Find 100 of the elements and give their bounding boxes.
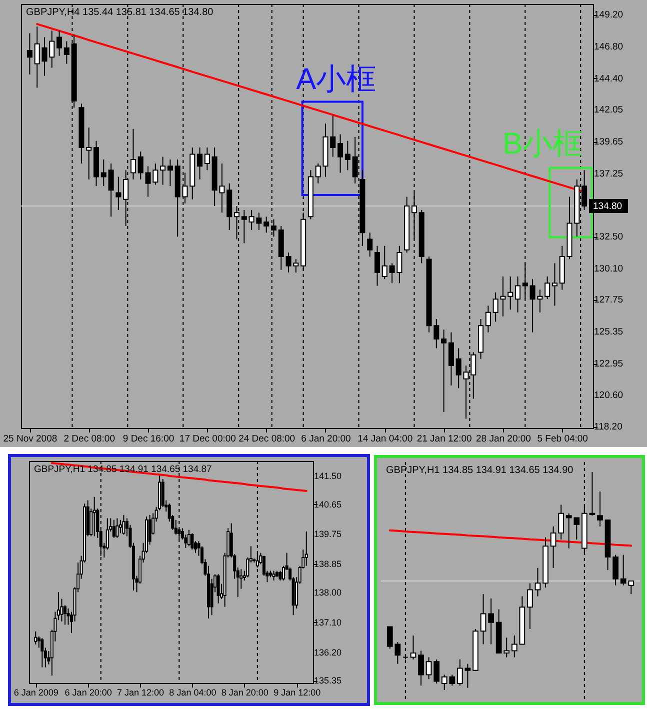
candlestick	[49, 30, 55, 68]
candlestick	[514, 276, 521, 313]
x-tick-label: 9 Dec 16:00	[122, 434, 174, 444]
candlestick	[612, 554, 618, 586]
x-tick-label: 8 Jan 04:00	[169, 688, 216, 698]
x-tick-label: 28 Jan 20:00	[476, 434, 531, 444]
candlestick	[100, 159, 106, 187]
candlestick	[160, 156, 166, 186]
candlestick	[197, 147, 203, 180]
x-tick-label: 9 Jan 12:00	[274, 688, 321, 698]
candlestick	[552, 262, 558, 306]
y-tick-label: 125.35	[594, 326, 624, 338]
y-tick-label: 139.65	[594, 136, 624, 148]
candlestick	[138, 151, 144, 180]
x-tick-label: 6 Jan 20:00	[301, 434, 351, 444]
candlestick	[26, 32, 32, 75]
y-tick-label: 139.75	[314, 529, 342, 540]
candlestick	[544, 276, 550, 300]
candlestick	[130, 128, 136, 180]
candlestick	[550, 526, 556, 568]
y-tick-label: 140.65	[314, 499, 342, 510]
candlestick	[116, 518, 119, 538]
x-tick-label: 6 Jan 2009	[14, 688, 58, 698]
y-tick-label: 136.20	[314, 647, 342, 658]
y-tick-label: 132.50	[594, 232, 624, 243]
candlestick	[112, 519, 116, 538]
candlestick	[63, 604, 66, 626]
candlestick	[589, 472, 596, 516]
y-tick-label: 149.20	[594, 10, 624, 21]
candlestick	[204, 147, 210, 171]
x-tick-label: 25 Nov 2008	[3, 434, 58, 444]
candlestick	[441, 329, 447, 413]
y-tick-label: 135.35	[314, 676, 342, 686]
candlestick	[338, 134, 344, 174]
candlestick	[367, 232, 373, 258]
y-tick-label: 137.10	[314, 617, 342, 628]
y-tick-label: 120.60	[594, 390, 624, 401]
candlestick	[330, 115, 336, 158]
candlestick	[56, 30, 62, 56]
x-tick-label: 17 Dec 00:00	[179, 434, 236, 444]
candlestick	[527, 582, 533, 630]
candlestick	[434, 658, 440, 684]
chart-title: GBPJPY,H1 134.85 134.91 134.65 134.90	[386, 465, 574, 476]
candlestick	[108, 163, 114, 218]
y-tick-label: 118.20	[594, 422, 622, 433]
ref-line-label: 134.80	[593, 201, 622, 212]
candlestick	[485, 305, 491, 333]
x-tick-label: 21 Jan 12:00	[416, 434, 472, 444]
y-tick-label: 138.00	[314, 587, 342, 598]
candlestick	[304, 531, 308, 566]
chart-title: GBPJPY,H4 135.44 135.81 134.65 134.80	[26, 7, 214, 18]
candlestick	[426, 656, 432, 680]
candlestick	[187, 529, 190, 547]
candlestick	[480, 594, 486, 645]
y-tick-label: 130.10	[594, 264, 624, 274]
candlestick	[34, 630, 38, 645]
candlestick	[272, 570, 276, 581]
y-tick-label: 137.25	[594, 168, 624, 180]
candlestick	[167, 159, 173, 187]
y-tick-label: 146.80	[594, 42, 624, 53]
y-tick-label: 141.50	[314, 470, 342, 481]
candlestick	[344, 140, 350, 171]
candlestick	[40, 638, 44, 668]
candlestick	[597, 491, 603, 527]
candlestick	[86, 127, 92, 180]
candlestick	[161, 478, 164, 508]
candlestick	[278, 570, 282, 581]
x-tick-label: 7 Jan 12:00	[116, 688, 164, 698]
candlestick	[558, 504, 564, 540]
candlestick	[374, 245, 380, 286]
candlestick	[216, 574, 220, 604]
y-tick-label: 122.95	[594, 358, 624, 370]
candlestick	[382, 245, 388, 280]
x-tick-label: 8 Jan 20:00	[221, 688, 268, 698]
y-tick-label: 127.75	[594, 294, 624, 306]
candlestick	[122, 514, 126, 536]
x-tick-label: 5 Feb 04:00	[537, 434, 588, 444]
x-tick-label: 2 Dec 08:00	[64, 434, 115, 444]
candlestick	[488, 598, 494, 645]
candlestick	[116, 176, 122, 211]
annotation: A小框	[296, 62, 376, 96]
candlestick	[456, 658, 463, 686]
candlestick	[190, 532, 194, 550]
x-tick-label: 24 Dec 08:00	[238, 434, 296, 444]
candlestick	[464, 663, 471, 688]
candlestick	[410, 635, 416, 660]
candlestick	[418, 650, 424, 686]
candlestick	[448, 332, 454, 386]
y-tick-label: 142.05	[594, 104, 624, 116]
candlestick	[92, 496, 96, 537]
candlestick	[118, 519, 122, 534]
candlestick	[508, 276, 514, 310]
candlestick	[64, 40, 70, 64]
x-tick-label: 14 Jan 04:00	[358, 434, 413, 444]
candlestick	[241, 210, 247, 244]
candlestick	[534, 567, 541, 597]
annotation: B小框	[502, 127, 583, 160]
y-tick-label: 144.40	[594, 73, 624, 84]
candlestick	[264, 216, 270, 234]
x-tick-label: 6 Jan 20:00	[64, 688, 112, 698]
